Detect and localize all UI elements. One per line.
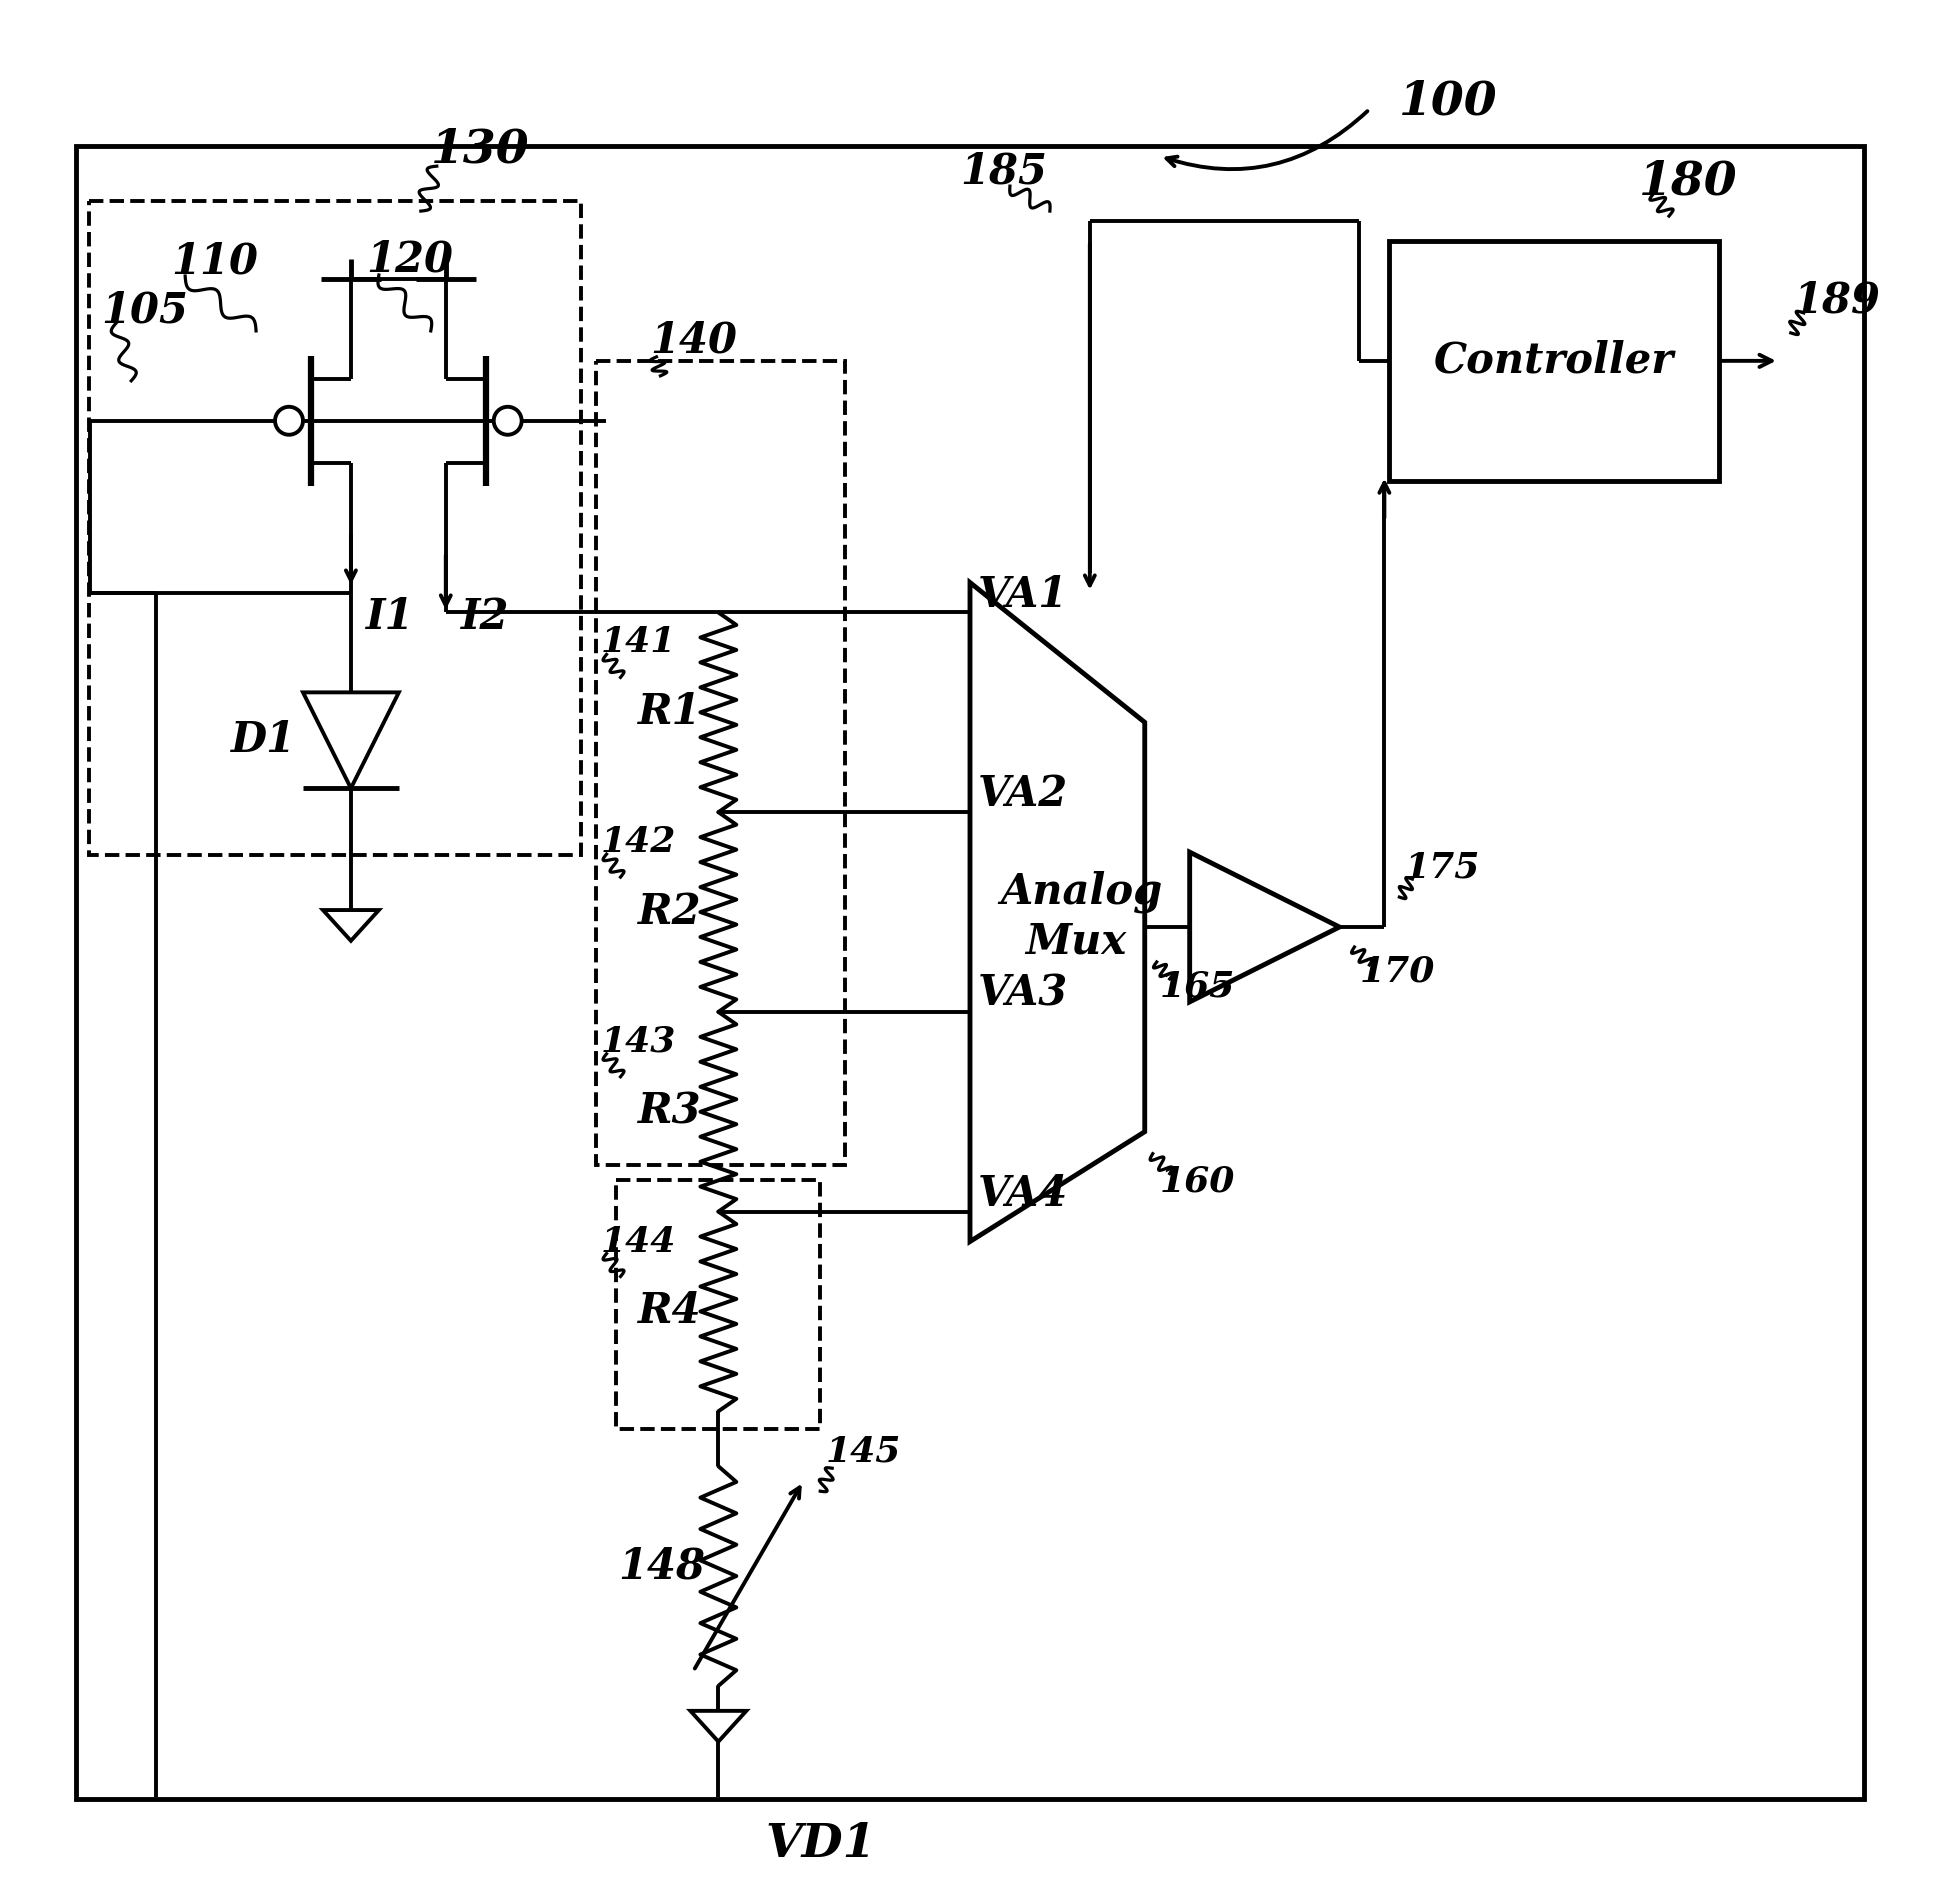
Text: 143: 143 bbox=[600, 1025, 675, 1058]
Bar bbox=[596, 361, 844, 1166]
Text: 145: 145 bbox=[825, 1434, 901, 1468]
Text: 140: 140 bbox=[650, 320, 738, 361]
Text: VA3: VA3 bbox=[978, 974, 1068, 1015]
Text: R3: R3 bbox=[637, 1090, 701, 1134]
Text: 100: 100 bbox=[1399, 79, 1498, 124]
Bar bbox=[76, 147, 1863, 1799]
Text: 120: 120 bbox=[367, 239, 452, 280]
Text: 105: 105 bbox=[101, 290, 188, 333]
Text: R2: R2 bbox=[637, 891, 701, 932]
Text: 141: 141 bbox=[600, 626, 675, 660]
Text: I1: I1 bbox=[367, 596, 413, 639]
Text: 110: 110 bbox=[171, 241, 258, 282]
Text: R4: R4 bbox=[637, 1290, 701, 1333]
Polygon shape bbox=[1190, 852, 1339, 1002]
Text: VD1: VD1 bbox=[765, 1820, 875, 1867]
Text: VA2: VA2 bbox=[978, 773, 1068, 816]
Text: 189: 189 bbox=[1793, 280, 1881, 321]
Text: Controller: Controller bbox=[1434, 340, 1675, 382]
Text: 144: 144 bbox=[600, 1224, 675, 1258]
Text: 142: 142 bbox=[600, 825, 675, 859]
Bar bbox=[615, 1179, 821, 1429]
Text: VA1: VA1 bbox=[978, 573, 1068, 615]
Text: 175: 175 bbox=[1405, 850, 1479, 884]
Text: Analog: Analog bbox=[1000, 870, 1163, 914]
Text: I2: I2 bbox=[460, 596, 509, 639]
Text: 185: 185 bbox=[961, 150, 1046, 192]
Text: 148: 148 bbox=[619, 1545, 705, 1587]
Text: Mux: Mux bbox=[1025, 921, 1126, 963]
Text: R1: R1 bbox=[637, 692, 701, 733]
Text: 180: 180 bbox=[1638, 158, 1737, 205]
Bar bbox=[1390, 241, 1720, 481]
Text: 130: 130 bbox=[431, 126, 530, 173]
Text: VA4: VA4 bbox=[978, 1173, 1068, 1214]
Text: 165: 165 bbox=[1159, 970, 1234, 1004]
Text: D1: D1 bbox=[231, 720, 297, 761]
Bar bbox=[89, 201, 580, 855]
Polygon shape bbox=[970, 583, 1145, 1241]
Text: 170: 170 bbox=[1359, 955, 1434, 989]
Text: 160: 160 bbox=[1159, 1164, 1234, 1199]
